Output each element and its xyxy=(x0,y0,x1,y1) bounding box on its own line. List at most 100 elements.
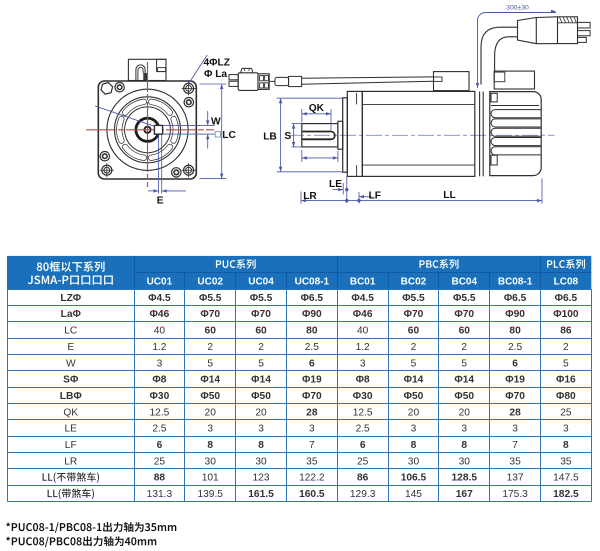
svg-text:2: 2 xyxy=(563,342,569,353)
svg-text:Φ19: Φ19 xyxy=(302,375,322,386)
svg-text:20: 20 xyxy=(205,407,217,418)
svg-text:Φ8: Φ8 xyxy=(356,375,370,386)
svg-text:25: 25 xyxy=(154,456,166,467)
svg-text:7: 7 xyxy=(512,440,518,451)
svg-text:5: 5 xyxy=(411,358,417,369)
svg-text:147.5: 147.5 xyxy=(553,473,579,484)
svg-text:LR: LR xyxy=(64,456,77,467)
svg-text:80: 80 xyxy=(306,326,318,337)
svg-text:131.3: 131.3 xyxy=(147,489,173,500)
svg-text:8: 8 xyxy=(563,440,569,451)
svg-text:60: 60 xyxy=(408,326,420,337)
svg-text:UC08-1: UC08-1 xyxy=(295,276,330,287)
svg-text:QK: QK xyxy=(309,103,325,114)
svg-text:3: 3 xyxy=(563,424,569,435)
svg-text:122.2: 122.2 xyxy=(299,473,325,484)
svg-text:LBΦ: LBΦ xyxy=(60,391,83,402)
svg-text:LF: LF xyxy=(369,191,381,202)
svg-text:139.5: 139.5 xyxy=(197,489,223,500)
svg-text:QK: QK xyxy=(63,407,78,418)
svg-text:300±30: 300±30 xyxy=(506,4,529,11)
svg-text:E: E xyxy=(157,196,164,207)
svg-text:137: 137 xyxy=(507,473,524,484)
svg-text:128.5: 128.5 xyxy=(452,473,478,484)
svg-text:20: 20 xyxy=(255,407,267,418)
svg-text:Φ70: Φ70 xyxy=(251,309,271,320)
svg-text:12.5: 12.5 xyxy=(353,407,373,418)
svg-text:6: 6 xyxy=(157,440,163,451)
svg-text:3: 3 xyxy=(258,424,264,435)
svg-text:35: 35 xyxy=(306,456,318,467)
svg-text:LE: LE xyxy=(65,424,78,435)
svg-text:Φ8: Φ8 xyxy=(152,375,166,386)
svg-text:UC02: UC02 xyxy=(197,276,223,287)
svg-text:12.5: 12.5 xyxy=(149,407,169,418)
svg-text:Φ50: Φ50 xyxy=(454,391,474,402)
svg-text:5: 5 xyxy=(258,358,264,369)
svg-text:25: 25 xyxy=(560,407,572,418)
svg-text:LZΦ: LZΦ xyxy=(60,293,81,304)
svg-text:Φ30: Φ30 xyxy=(150,391,170,402)
svg-text:60: 60 xyxy=(255,326,267,337)
svg-text:Φ5.5: Φ5.5 xyxy=(199,293,222,304)
svg-text:Φ14: Φ14 xyxy=(404,375,424,386)
svg-text:UC04: UC04 xyxy=(248,276,274,287)
svg-text:LE: LE xyxy=(329,179,342,190)
svg-text:86: 86 xyxy=(357,473,369,484)
svg-text:60: 60 xyxy=(459,326,471,337)
svg-text:88: 88 xyxy=(154,473,166,484)
svg-text:175.3: 175.3 xyxy=(502,489,528,500)
svg-text:Φ19: Φ19 xyxy=(505,375,525,386)
svg-text:161.5: 161.5 xyxy=(248,489,274,500)
svg-text:2: 2 xyxy=(461,342,467,353)
svg-text:Φ70: Φ70 xyxy=(302,391,322,402)
svg-text:Φ70: Φ70 xyxy=(200,309,220,320)
svg-text:3: 3 xyxy=(309,424,315,435)
svg-text:LC: LC xyxy=(64,326,77,337)
svg-text:Φ50: Φ50 xyxy=(404,391,424,402)
svg-text:8: 8 xyxy=(411,440,417,451)
svg-text:3: 3 xyxy=(157,358,163,369)
svg-text:BC08-1: BC08-1 xyxy=(498,276,533,287)
svg-text:182.5: 182.5 xyxy=(553,489,579,500)
svg-text:106.5: 106.5 xyxy=(401,473,427,484)
svg-text:Φ50: Φ50 xyxy=(251,391,271,402)
svg-text:35: 35 xyxy=(509,456,521,467)
svg-text:4ΦLZ: 4ΦLZ xyxy=(204,57,230,68)
svg-text:LR: LR xyxy=(303,191,317,202)
svg-text:3: 3 xyxy=(512,424,518,435)
svg-text:LB: LB xyxy=(263,132,277,143)
svg-text:28: 28 xyxy=(509,407,521,418)
svg-text:Φ4.5: Φ4.5 xyxy=(148,293,171,304)
svg-text:6: 6 xyxy=(360,440,366,451)
svg-text:160.5: 160.5 xyxy=(299,489,325,500)
svg-text:25: 25 xyxy=(357,456,369,467)
svg-text:S: S xyxy=(284,131,291,142)
svg-text:Φ6.5: Φ6.5 xyxy=(504,293,527,304)
svg-text:Φ14: Φ14 xyxy=(251,375,271,386)
svg-text:3: 3 xyxy=(207,424,213,435)
svg-text:Φ70: Φ70 xyxy=(505,391,525,402)
svg-text:SΦ: SΦ xyxy=(63,375,79,386)
svg-text:Φ16: Φ16 xyxy=(556,375,576,386)
svg-text:2.5: 2.5 xyxy=(508,342,522,353)
svg-text:2.5: 2.5 xyxy=(305,342,319,353)
svg-text:BC02: BC02 xyxy=(401,276,427,287)
svg-text:123: 123 xyxy=(253,473,270,484)
svg-text:2.5: 2.5 xyxy=(152,424,166,435)
svg-text:UC01: UC01 xyxy=(147,276,173,287)
svg-text:101: 101 xyxy=(202,473,219,484)
svg-text:E: E xyxy=(67,342,74,353)
svg-text:6: 6 xyxy=(309,358,315,369)
svg-text:Φ70: Φ70 xyxy=(404,309,424,320)
svg-text:2: 2 xyxy=(258,342,264,353)
svg-text:Φ100: Φ100 xyxy=(553,309,579,320)
svg-text:BC01: BC01 xyxy=(350,276,376,287)
svg-text:20: 20 xyxy=(408,407,420,418)
svg-text:Φ6.5: Φ6.5 xyxy=(301,293,324,304)
svg-text:Φ La: Φ La xyxy=(204,69,227,80)
svg-text:Φ90: Φ90 xyxy=(505,309,525,320)
svg-text:35: 35 xyxy=(560,456,572,467)
svg-text:145: 145 xyxy=(405,489,422,500)
svg-text:Φ50: Φ50 xyxy=(200,391,220,402)
